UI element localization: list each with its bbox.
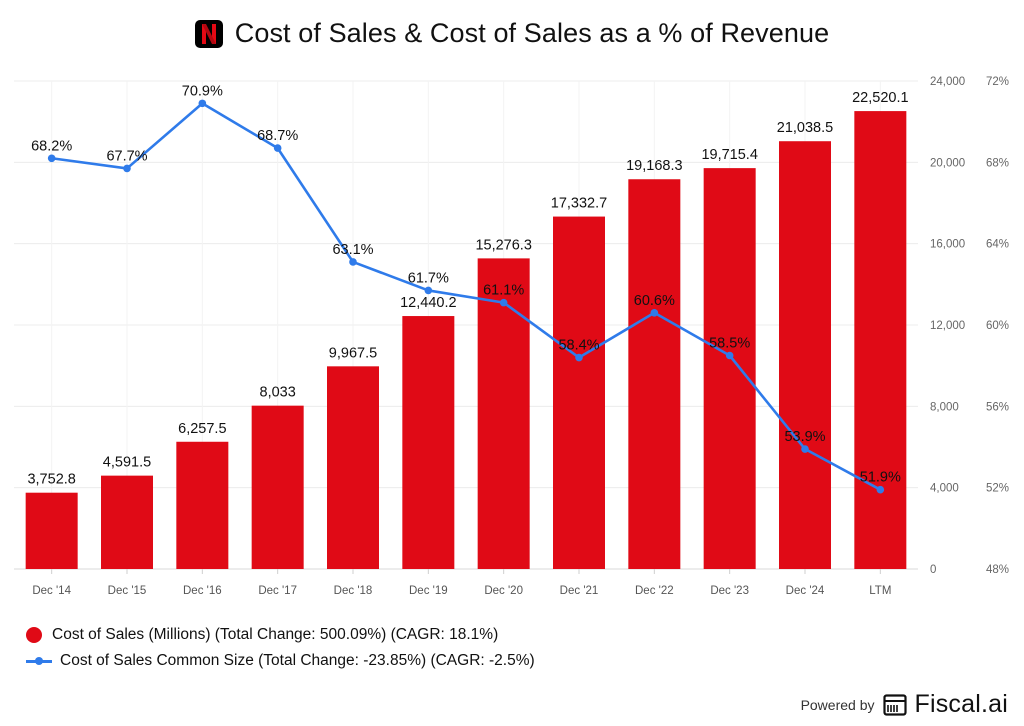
line-point bbox=[725, 351, 734, 360]
x-tick-label: Dec '17 bbox=[258, 585, 297, 597]
bar-data-label: 4,591.5 bbox=[103, 455, 151, 471]
y-left-tick-label: 4,000 bbox=[930, 483, 959, 495]
bar bbox=[176, 441, 229, 569]
bar-data-label: 17,332.7 bbox=[551, 196, 607, 212]
bar bbox=[553, 216, 605, 570]
bar bbox=[477, 258, 530, 569]
legend-bar-label: Cost of Sales (Millions) (Total Change: … bbox=[52, 626, 499, 643]
chart-header: Cost of Sales & Cost of Sales as a % of … bbox=[0, 18, 1024, 49]
y-right-tick-label: 52% bbox=[986, 483, 1009, 495]
bar-data-label: 6,257.5 bbox=[178, 421, 226, 437]
legend-item-line[interactable]: Cost of Sales Common Size (Total Change:… bbox=[26, 648, 535, 674]
legend-item-bar[interactable]: Cost of Sales (Millions) (Total Change: … bbox=[26, 622, 535, 648]
bar-data-label: 8,033 bbox=[260, 385, 296, 401]
bar-data-label: 12,440.2 bbox=[400, 295, 456, 311]
powered-by-text: Powered by bbox=[800, 696, 875, 713]
legend-line-swatch bbox=[26, 653, 52, 669]
x-tick-label: Dec '22 bbox=[635, 585, 674, 597]
line-data-label: 70.9% bbox=[182, 83, 223, 99]
y-left-tick-label: 20,000 bbox=[930, 157, 965, 169]
bar bbox=[101, 475, 153, 569]
x-tick-label: Dec '24 bbox=[786, 585, 825, 597]
x-tick-label: Dec '20 bbox=[484, 585, 523, 597]
line-point bbox=[349, 258, 357, 266]
y-right-tick-label: 48% bbox=[986, 564, 1009, 576]
bar bbox=[628, 179, 681, 569]
line-data-label: 61.7% bbox=[408, 270, 449, 286]
y-left-tick-label: 16,000 bbox=[930, 239, 965, 251]
chart-canvas: 0 48% 4,000 52% 8,000 56% 12,000 60% 16,000 64% 20… bbox=[14, 76, 1009, 597]
line-data-label: 63.1% bbox=[332, 242, 373, 258]
line-data-label: 60.6% bbox=[634, 293, 675, 309]
line-data-label: 53.9% bbox=[784, 429, 825, 445]
x-tick-label: Dec '21 bbox=[560, 585, 599, 597]
x-tick-label: Dec '18 bbox=[334, 585, 373, 597]
line-data-label: 58.4% bbox=[558, 338, 599, 354]
line-point bbox=[499, 298, 508, 307]
x-tick-label: Dec '15 bbox=[108, 585, 147, 597]
x-tick-label: Dec '14 bbox=[32, 585, 71, 597]
line-series bbox=[51, 102, 881, 491]
line-point bbox=[198, 99, 207, 108]
line-data-label: 68.2% bbox=[31, 138, 72, 154]
bar bbox=[854, 111, 907, 569]
bar bbox=[703, 168, 756, 570]
netflix-logo-icon bbox=[194, 19, 223, 48]
y-left-tick-label: 0 bbox=[930, 564, 936, 576]
line-point bbox=[47, 154, 56, 163]
line-point bbox=[123, 164, 131, 173]
line-point bbox=[575, 353, 583, 362]
bar-data-label: 19,715.4 bbox=[701, 147, 757, 163]
y-right-tick-label: 64% bbox=[986, 239, 1009, 251]
line-point bbox=[273, 144, 282, 152]
line-data-label: 58.5% bbox=[709, 336, 750, 352]
bar bbox=[402, 316, 455, 569]
line-data-label: 51.9% bbox=[860, 470, 901, 486]
bar-data-label: 9,967.5 bbox=[329, 345, 377, 361]
bar-data-label: 3,752.8 bbox=[27, 472, 75, 488]
y-right-tick-label: 56% bbox=[986, 401, 1009, 413]
line-point bbox=[801, 445, 809, 453]
x-tick-label: Dec '23 bbox=[710, 585, 749, 597]
fiscal-logo-icon bbox=[882, 693, 907, 716]
y-left-tick-label: 12,000 bbox=[930, 320, 965, 332]
line-point bbox=[424, 286, 433, 295]
bar-data-label: 15,276.3 bbox=[475, 237, 531, 253]
bar bbox=[779, 141, 831, 569]
line-data-label: 68.7% bbox=[257, 128, 298, 144]
y-right-tick-label: 60% bbox=[986, 320, 1009, 332]
bar-data-label: 19,168.3 bbox=[626, 158, 682, 174]
y-right-tick-label: 68% bbox=[986, 157, 1009, 169]
line-data-label: 67.7% bbox=[106, 148, 147, 164]
bar bbox=[327, 366, 379, 569]
chart-title: Cost of Sales & Cost of Sales as a % of … bbox=[234, 18, 830, 48]
bar-data-label: 22,520.1 bbox=[852, 90, 908, 106]
y-left-tick-label: 24,000 bbox=[930, 76, 965, 88]
bar-data-label: 21,038.5 bbox=[777, 120, 833, 136]
chart-legend: Cost of Sales (Millions) (Total Change: … bbox=[26, 622, 535, 674]
x-tick-label: Dec '16 bbox=[183, 585, 222, 597]
x-tick-label: LTM bbox=[869, 585, 891, 597]
line-point bbox=[876, 485, 885, 494]
legend-bar-swatch bbox=[26, 627, 42, 643]
x-tick-label: Dec '19 bbox=[409, 585, 448, 597]
fiscal-brand-name: Fiscal.ai bbox=[914, 690, 1008, 718]
line-data-label: 61.1% bbox=[483, 283, 524, 299]
powered-by[interactable]: Powered by Fiscal.ai bbox=[801, 690, 1008, 719]
bar bbox=[25, 492, 78, 569]
bar bbox=[251, 405, 304, 569]
legend-line-label: Cost of Sales Common Size (Total Change:… bbox=[60, 652, 535, 669]
line-point bbox=[650, 309, 659, 317]
y-left-tick-label: 8,000 bbox=[930, 401, 959, 413]
y-right-tick-label: 72% bbox=[986, 76, 1009, 88]
